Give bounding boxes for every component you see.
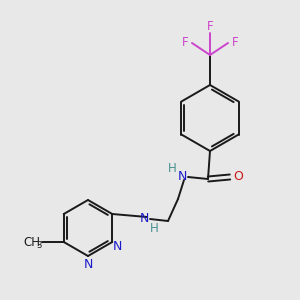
Text: F: F — [182, 37, 188, 50]
Text: CH: CH — [23, 236, 40, 248]
Text: N: N — [177, 169, 187, 182]
Text: N: N — [139, 212, 149, 224]
Text: F: F — [207, 20, 213, 32]
Text: 3: 3 — [36, 242, 41, 250]
Text: N: N — [83, 257, 93, 271]
Text: F: F — [232, 37, 238, 50]
Text: H: H — [150, 221, 158, 235]
Text: O: O — [233, 170, 243, 184]
Text: H: H — [168, 163, 176, 176]
Text: N: N — [112, 241, 122, 254]
